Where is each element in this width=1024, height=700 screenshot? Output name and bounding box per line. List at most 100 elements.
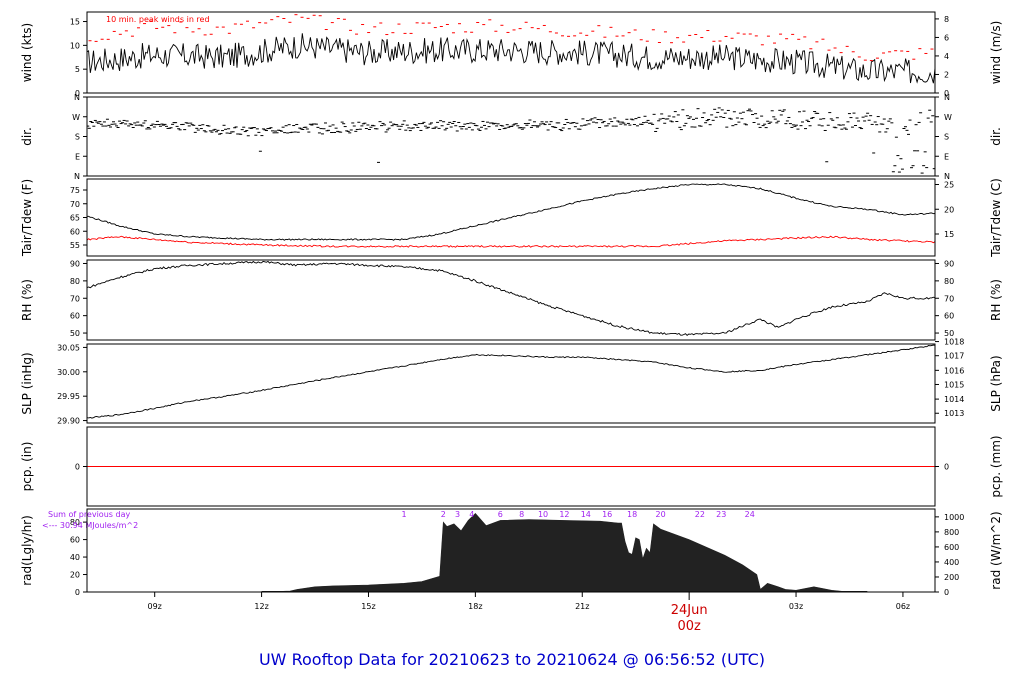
- y-tick-label: 80: [70, 518, 80, 527]
- y-tick-label: 0: [75, 588, 80, 597]
- temp-panel: 55 60 65 70 75 15 20 25 Tair/Tdew (F) Tair/Tdew (…: [20, 178, 1003, 258]
- hour-count-label: 22: [695, 510, 705, 519]
- y-tick-label-right: 8: [944, 15, 949, 24]
- hour-count-label: 12: [559, 510, 569, 519]
- panel-frame: [86, 343, 936, 424]
- y-tick-label: 90: [70, 259, 80, 268]
- y-tick-label-right: S: [944, 133, 949, 142]
- y-axis-label: dir.: [20, 127, 34, 146]
- hour-count-label: 18: [627, 510, 637, 519]
- y-tick-label-right: 400: [944, 558, 959, 567]
- y-tick-label-right: 50: [944, 329, 954, 338]
- y-tick-label-right: 90: [944, 259, 954, 268]
- y-tick-label-right: N: [944, 93, 950, 102]
- hour-count-label: 20: [656, 510, 666, 519]
- x-tick-label: 09z: [148, 602, 162, 611]
- y-tick-label-right: 0: [944, 588, 949, 597]
- date-label: 24Jun: [671, 603, 708, 618]
- x-tick-label: 06z: [896, 602, 910, 611]
- hour-count-label: 8: [519, 510, 524, 519]
- y-tick-label-right: 0: [944, 89, 949, 98]
- y-tick-label: 0: [75, 463, 80, 472]
- y-tick-label-right: N: [944, 172, 950, 181]
- y-tick-label-right: 1016: [944, 366, 964, 375]
- y-tick-label: 55: [70, 241, 80, 250]
- y-axis-label-right: pcp. (mm): [989, 435, 1003, 497]
- hour-count-label: 14: [581, 510, 591, 519]
- y-tick-label: 60: [70, 312, 80, 321]
- y-tick-label: 70: [70, 294, 80, 303]
- slp-line: [87, 344, 935, 419]
- y-axis-label: pcp. (in): [20, 442, 34, 492]
- wind-panel: 0 5 10 15 0 2 4 6 8 wind (kts) wind (m/s) 10 min. p…: [20, 11, 1003, 98]
- y-axis-label-right: rad (W/m^2): [989, 511, 1003, 589]
- y-axis-label: RH (%): [20, 279, 34, 321]
- x-tick-label: 15z: [361, 602, 375, 611]
- y-tick-label: 29.95: [57, 392, 80, 401]
- y-tick-label: 50: [70, 329, 80, 338]
- hour-count-label: 4: [469, 510, 474, 519]
- y-axis-label-right: wind (m/s): [989, 21, 1003, 85]
- y-tick-label-right: 6: [944, 33, 949, 42]
- chart-title: UW Rooftop Data for 20210623 to 20210624…: [259, 650, 765, 669]
- x-tick-label: 18z: [468, 602, 482, 611]
- y-tick-label: 15: [70, 18, 80, 27]
- y-tick-label-right: 600: [944, 543, 959, 552]
- y-tick-label: W: [72, 113, 80, 122]
- y-axis-label: wind (kts): [20, 23, 34, 82]
- y-tick-label: 80: [70, 277, 80, 286]
- y-tick-label: 70: [70, 200, 80, 209]
- y-tick-label-right: 2: [944, 70, 949, 79]
- y-tick-label-right: 1000: [944, 513, 964, 522]
- rh-panel: 50 60 70 80 90 50 60 70 80 90 RH (%) RH (%): [20, 259, 1003, 341]
- panel-frame: [86, 508, 936, 593]
- date-sublabel: 00z: [677, 619, 701, 634]
- y-axis-label-right: RH (%): [989, 279, 1003, 321]
- y-axis-label: Tair/Tdew (F): [20, 179, 34, 257]
- radiation-sum-value: <--- 30.94 MJoules/m^2: [42, 521, 138, 530]
- y-tick-label-right: 80: [944, 277, 954, 286]
- y-tick-label-right: 60: [944, 312, 954, 321]
- y-tick-label: 60: [70, 227, 80, 236]
- hour-count-label: 10: [538, 510, 548, 519]
- x-tick-label: 03z: [789, 602, 803, 611]
- y-tick-label-right: 800: [944, 528, 959, 537]
- hour-count-label: 23: [716, 510, 726, 519]
- rh-line: [87, 260, 935, 337]
- y-tick-label-right: 0: [944, 463, 949, 472]
- y-tick-label-right: 70: [944, 294, 954, 303]
- hour-count-label: 6: [498, 510, 503, 519]
- y-tick-label: S: [75, 133, 80, 142]
- panel-frame: [86, 178, 936, 257]
- y-tick-label-right: 15: [944, 230, 954, 239]
- panel-frame: [86, 11, 936, 94]
- y-tick-label-right: 200: [944, 573, 959, 582]
- y-axis-label: rad(Lgly/hr): [20, 515, 34, 586]
- panel-frame: [86, 426, 936, 507]
- peak-wind-note: 10 min. peak winds in red: [106, 15, 210, 24]
- panel-frame: [86, 259, 936, 341]
- y-tick-label-right: 25: [944, 181, 954, 190]
- y-axis-label-right: SLP (hPa): [989, 355, 1003, 411]
- y-axis-label-right: Tair/Tdew (C): [989, 178, 1003, 258]
- x-tick-label: 12z: [254, 602, 268, 611]
- hour-count-label: 24: [745, 510, 755, 519]
- y-tick-label: 60: [70, 536, 80, 545]
- y-tick-label: 65: [70, 214, 80, 223]
- y-tick-label-right: W: [944, 113, 952, 122]
- pcp-panel: 0 0 pcp. (in) pcp. (mm): [20, 426, 1003, 507]
- radiation-sum-note: Sum of previous day: [48, 510, 130, 519]
- y-tick-label: 5: [75, 65, 80, 74]
- tair-line: [87, 183, 935, 241]
- y-tick-label-right: E: [944, 152, 949, 161]
- y-tick-label: 30.00: [57, 368, 80, 377]
- y-tick-label: 0: [75, 89, 80, 98]
- x-tick-label: 21z: [575, 602, 589, 611]
- y-tick-label: E: [75, 152, 80, 161]
- y-tick-label: N: [74, 93, 80, 102]
- slp-panel: 29.90 29.95 30.00 30.05 1013 1014 1015 1016 1017…: [20, 338, 1003, 426]
- y-tick-label: 30.05: [57, 343, 80, 352]
